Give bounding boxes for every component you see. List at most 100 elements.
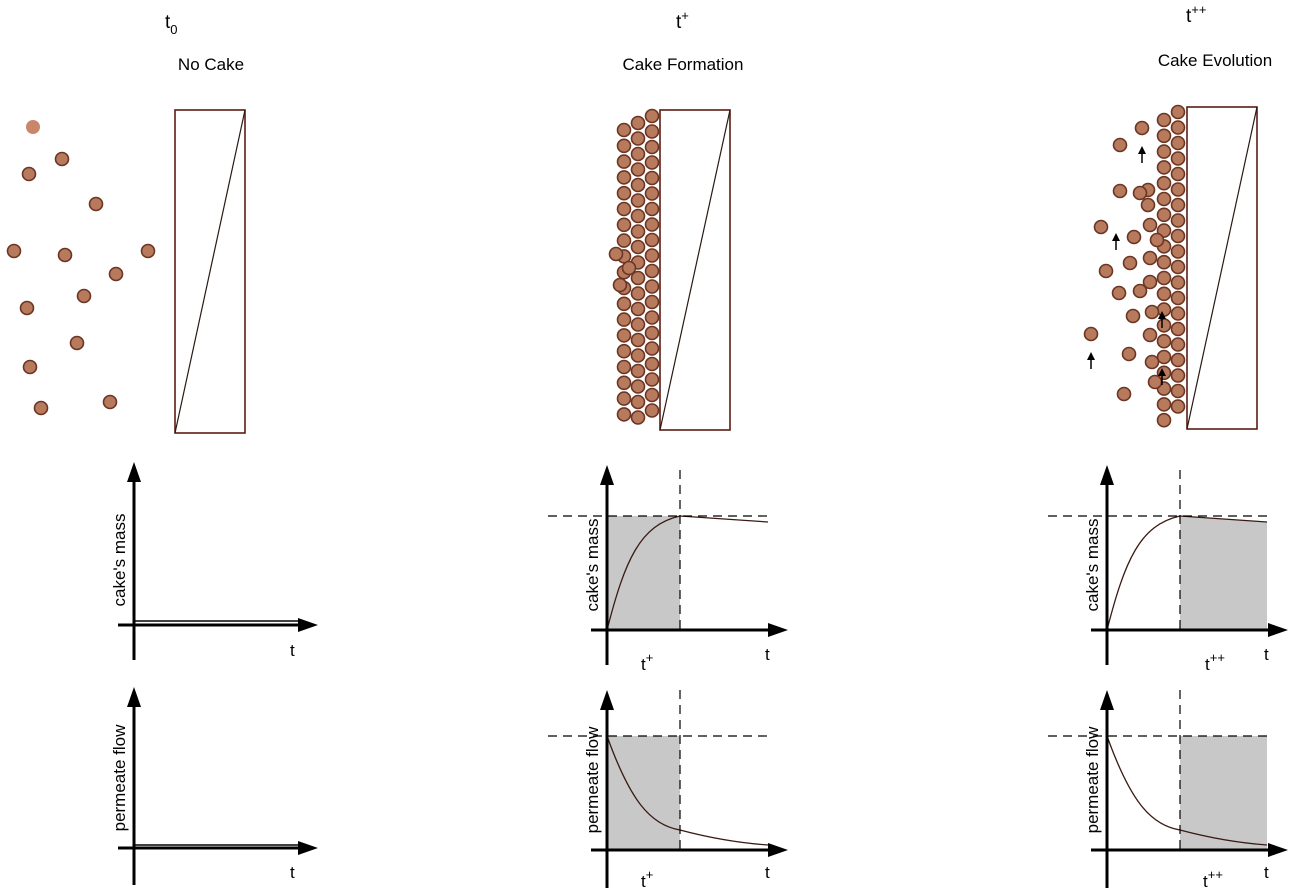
shaded-area: [607, 516, 680, 630]
t-plusplus-marker-label: t++: [1205, 650, 1225, 674]
particle: [1144, 354, 1160, 370]
y-axis-label-flow: permeate flow: [110, 724, 129, 831]
particle: [1156, 412, 1172, 428]
x-axis-label-t: t: [1264, 645, 1269, 664]
x-axis-label-t: t: [1264, 863, 1269, 882]
y-axis-label-flow: permeate flow: [583, 726, 602, 833]
mass-curve: [606, 515, 681, 631]
particle: [612, 277, 628, 293]
particle: [630, 363, 646, 379]
particle: [644, 263, 660, 279]
t-plus-marker-label: t+: [641, 867, 653, 891]
particle: [630, 348, 646, 363]
particle: [630, 224, 646, 239]
particle: [644, 325, 660, 341]
flow-graph-t0: permeate flow t: [110, 687, 318, 885]
particle: [1112, 137, 1128, 153]
particle: [1170, 244, 1186, 259]
particle: [630, 394, 646, 410]
particle: [88, 196, 104, 212]
y-axis-label-mass: cake's mass: [583, 519, 602, 612]
mass-graph-t0: cake's mass t: [110, 462, 318, 660]
mass-graph-t-plusplus: cake's mass t++ t: [1048, 465, 1288, 674]
particle: [21, 166, 37, 182]
mass-curve: [1106, 515, 1181, 631]
x-axis-arrowhead: [768, 623, 788, 637]
particle: [1144, 304, 1160, 320]
y-axis-label-mass: cake's mass: [1083, 519, 1102, 612]
particle: [1170, 151, 1186, 166]
particle: [76, 288, 92, 304]
particle: [616, 170, 632, 185]
particle: [616, 375, 632, 391]
particle: [1156, 333, 1172, 349]
y-axis-arrowhead: [600, 690, 614, 710]
particle: [1125, 308, 1141, 324]
particle: [1170, 399, 1186, 414]
particle: [1170, 213, 1186, 228]
particle: [616, 391, 632, 406]
x-axis-label-t: t: [290, 641, 295, 660]
particle: [1170, 337, 1186, 352]
particle: [1156, 286, 1172, 302]
phase-symbol-t-plus: t+: [676, 8, 689, 33]
x-axis-label-t: t: [290, 863, 295, 882]
particle: [1156, 175, 1172, 191]
particle: [1156, 112, 1172, 128]
y-axis-arrowhead: [1100, 690, 1114, 710]
particle: [1134, 120, 1150, 136]
phase-symbol-t-plusplus: t++: [1186, 2, 1206, 27]
particle: [6, 243, 22, 259]
x-axis-label-t: t: [765, 645, 770, 664]
particle: [630, 208, 646, 224]
particle: [57, 247, 73, 263]
arrow-up-icon: [1087, 352, 1095, 360]
particle: [616, 138, 632, 154]
particle: [616, 122, 632, 138]
particle: [630, 270, 646, 286]
particle: [630, 286, 646, 301]
flow-graph-t-plusplus: permeate flow t++ t: [1048, 690, 1288, 891]
cake-particles-t-plusplus: [1083, 104, 1186, 428]
particle: [102, 394, 118, 410]
particle: [1142, 327, 1158, 343]
particle: [644, 294, 660, 310]
particle: [33, 400, 49, 416]
membrane-t-plusplus: [1186, 106, 1258, 430]
particle: [1098, 263, 1114, 279]
particle: [1170, 368, 1186, 383]
particle: [1170, 321, 1186, 337]
particle: [1156, 318, 1172, 333]
particle: [644, 186, 660, 201]
particle: [644, 108, 660, 124]
particle: [1170, 290, 1186, 306]
particle: [644, 310, 660, 325]
particle: [630, 379, 646, 394]
y-axis-arrowhead: [127, 687, 141, 707]
particle: [630, 162, 646, 177]
x-axis-label-t: t: [765, 863, 770, 882]
particle: [616, 217, 632, 233]
phase-symbol-t0: t0: [165, 12, 178, 37]
particle: [1142, 250, 1158, 266]
particle: [616, 185, 632, 201]
mass-curve-decline: [1179, 515, 1268, 523]
particle-motion-arrows: [1087, 146, 1166, 385]
arrow-up-icon: [1138, 146, 1146, 154]
particle: [1156, 191, 1172, 207]
t-plusplus-marker-label: t++: [1203, 867, 1223, 891]
particle: [1126, 229, 1142, 245]
particle: [1093, 219, 1109, 235]
arrow-up-icon: [1112, 233, 1120, 241]
particle: [1156, 397, 1172, 412]
particle: [1142, 217, 1158, 233]
particle: [69, 335, 85, 351]
particle: [616, 233, 632, 248]
particle: [1156, 302, 1172, 317]
particle: [26, 120, 40, 134]
particle: [1170, 383, 1186, 399]
particle: [644, 372, 660, 387]
cake-particles-t-plus: [608, 108, 660, 425]
particle: [644, 248, 660, 263]
particle: [630, 317, 646, 332]
